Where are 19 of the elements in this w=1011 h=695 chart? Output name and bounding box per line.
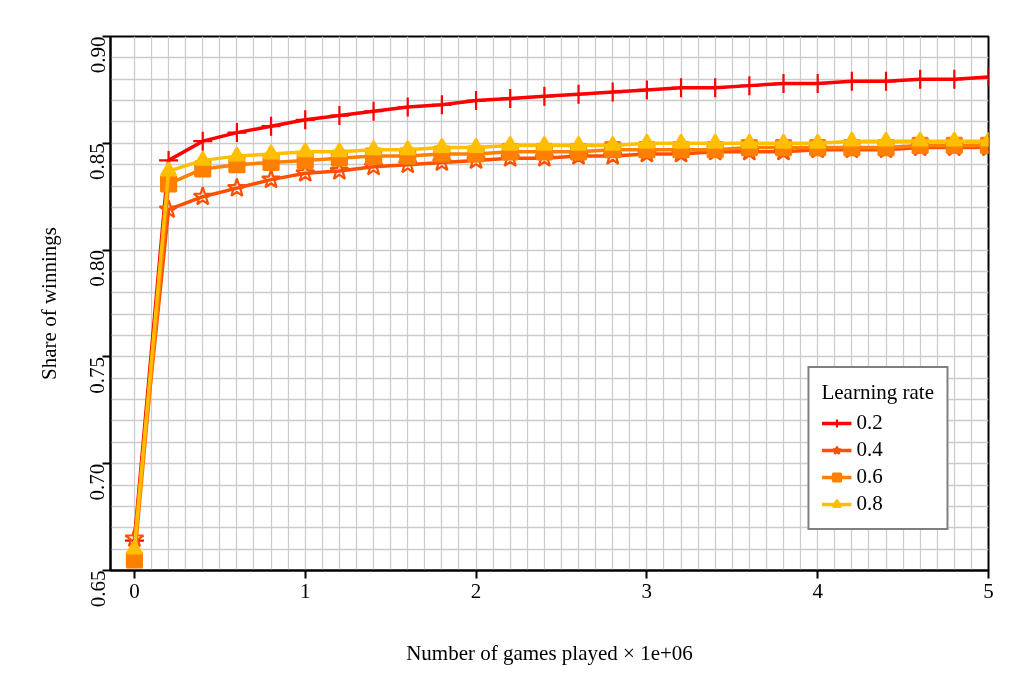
y-tick-label: 0.90 — [85, 36, 110, 74]
x-tick-label: 5 — [983, 578, 994, 603]
x-tick-label: 3 — [641, 578, 653, 603]
y-tick-label: 0.65 — [85, 570, 110, 608]
y-tick-label: 0.85 — [85, 143, 110, 181]
y-tick-label: 0.70 — [85, 463, 110, 501]
legend-label: 0.4 — [856, 437, 883, 462]
legend-label: 0.2 — [856, 410, 883, 435]
y-axis-title: Share of winnings — [36, 227, 61, 380]
x-tick-label: 2 — [470, 578, 482, 603]
y-tick-label: 0.75 — [85, 356, 110, 394]
x-tick-label: 4 — [812, 578, 824, 603]
x-axis-title: Number of games played × 1e+06 — [406, 640, 693, 665]
legend-label: 0.6 — [856, 464, 883, 489]
legend-label: 0.8 — [856, 491, 883, 516]
x-tick-label: 1 — [299, 578, 311, 603]
y-tick-label: 0.80 — [85, 250, 110, 287]
legend-title: Learning rate — [821, 380, 934, 405]
x-tick-label: 0 — [129, 578, 140, 603]
